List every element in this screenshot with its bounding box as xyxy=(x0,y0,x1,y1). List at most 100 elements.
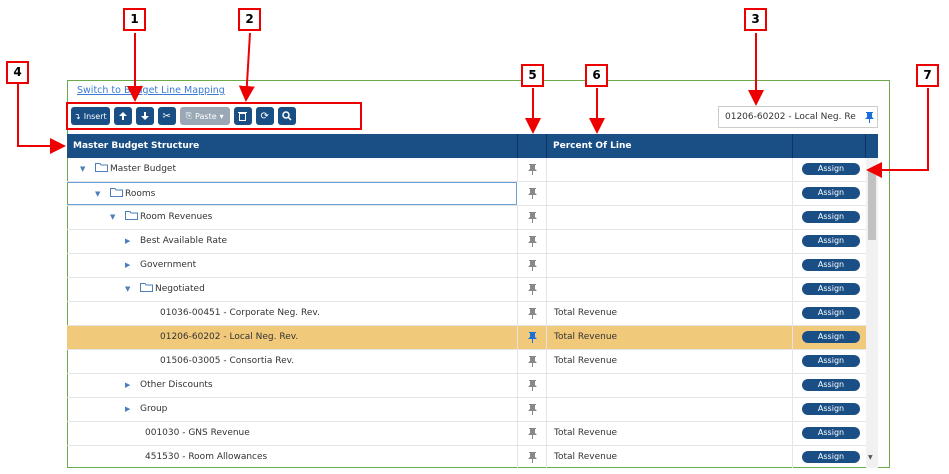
folder-icon xyxy=(125,211,138,220)
percent-cell: Total Revenue xyxy=(547,446,793,468)
tree-row: ▶ Government Assign xyxy=(67,254,866,278)
percent-cell xyxy=(547,254,793,277)
name-cell: ▶ Government xyxy=(67,254,518,277)
pin-cell xyxy=(518,206,547,229)
collapse-arrow[interactable]: ▼ xyxy=(110,213,116,221)
scroll-down[interactable]: ▼ xyxy=(868,454,873,461)
pin-icon xyxy=(527,260,537,271)
insert-button[interactable]: ↴ Insert xyxy=(71,107,110,125)
cut-button[interactable]: ✂ xyxy=(157,107,176,125)
insert-label: Insert xyxy=(83,111,107,121)
collapse-arrow[interactable]: ▼ xyxy=(95,190,101,198)
name-cell: ▶ Other Discounts xyxy=(67,374,518,397)
icon xyxy=(238,112,248,121)
paste-label: Paste xyxy=(195,111,217,121)
percent-cell xyxy=(547,182,793,205)
pin-cell xyxy=(518,446,547,468)
percent-cell xyxy=(547,398,793,421)
pin-cell xyxy=(518,326,547,349)
node-label: Other Discounts xyxy=(140,380,213,390)
assign-button[interactable]: Assign xyxy=(802,235,860,247)
node-label: Best Available Rate xyxy=(140,236,228,246)
tree-row: ▶ Group Assign xyxy=(67,398,866,422)
pin-icon xyxy=(527,212,537,223)
name-cell: ▶ Best Available Rate xyxy=(67,230,518,253)
expand-arrow[interactable]: ▶ xyxy=(125,381,131,389)
pin-cell xyxy=(518,422,547,445)
refresh-button[interactable]: ⟳ xyxy=(255,107,274,125)
paste-button[interactable]: ⎘ Paste ▾ xyxy=(179,107,230,125)
toolbar: ↴ Insert ✂ ⎘ Paste ▾ ⟳ xyxy=(66,102,362,130)
search-button[interactable] xyxy=(277,107,296,125)
move-down-button[interactable] xyxy=(135,107,154,125)
pin-cell xyxy=(518,374,547,397)
assign-button[interactable]: Assign xyxy=(802,187,860,199)
folder xyxy=(95,158,108,181)
pin-icon xyxy=(527,284,537,295)
column-header xyxy=(793,134,866,158)
node-label: 01206-60202 - Local Neg. Rev. xyxy=(160,332,299,342)
collapse-arrow[interactable]: ▼ xyxy=(125,285,131,293)
pin-icon xyxy=(527,428,537,439)
pin-cell xyxy=(518,350,547,373)
folder xyxy=(110,183,123,206)
pin-cell xyxy=(518,158,547,181)
assign-button[interactable]: Assign xyxy=(802,379,860,391)
folder xyxy=(125,206,138,229)
assign-button[interactable]: Assign xyxy=(802,403,860,415)
assign-button[interactable]: Assign xyxy=(802,355,860,367)
pin-icon xyxy=(527,404,537,415)
folder-icon xyxy=(95,163,108,172)
move-up-button[interactable] xyxy=(113,107,132,125)
tree-row: ▼ Negotiated Assign xyxy=(67,278,866,302)
assign-button[interactable]: Assign xyxy=(802,451,860,463)
collapse-arrow[interactable]: ▼ xyxy=(80,165,86,173)
pin-icon xyxy=(527,452,537,463)
assign-button[interactable]: Assign xyxy=(802,163,860,175)
assign-button[interactable]: Assign xyxy=(802,259,860,271)
expand-arrow[interactable]: ▶ xyxy=(125,237,131,245)
assign-button[interactable]: Assign xyxy=(802,427,860,439)
pin-cell xyxy=(518,254,547,277)
pin-icon xyxy=(527,308,537,319)
tree-row: ▼ Room Revenues Assign xyxy=(67,206,866,230)
assign-button[interactable]: Assign xyxy=(802,331,860,343)
node-label: 001030 - GNS Revenue xyxy=(145,428,250,438)
expand-arrow[interactable]: ▶ xyxy=(125,261,131,269)
folder-icon xyxy=(110,188,123,197)
assign-button[interactable]: Assign xyxy=(802,211,860,223)
node-label: Group xyxy=(140,404,168,414)
assign-button[interactable]: Assign xyxy=(802,307,860,319)
name-cell: ▼ Master Budget xyxy=(67,158,518,181)
callout: 5 xyxy=(521,64,544,87)
callout: 1 xyxy=(123,8,146,31)
expand-arrow[interactable]: ▶ xyxy=(125,405,131,413)
assign-button[interactable]: Assign xyxy=(802,283,860,295)
tree-row: ▼ Rooms Assign xyxy=(67,182,866,206)
folder xyxy=(140,278,153,301)
switch-link[interactable]: Switch to Budget Line Mapping xyxy=(77,85,225,96)
tree-row: 01206-60202 - Local Neg. Rev. Total Reven… xyxy=(67,326,866,350)
callout: 7 xyxy=(916,64,939,87)
tree-row: 01036-00451 - Corporate Neg. Rev. Total R… xyxy=(67,302,866,326)
pin-cell xyxy=(518,398,547,421)
tree-row: ▶ Best Available Rate Assign xyxy=(67,230,866,254)
grid-header: Master Budget Structure Percent Of Line xyxy=(67,134,878,158)
scrollbar[interactable]: ▼ xyxy=(866,158,878,468)
percent-cell: Total Revenue xyxy=(547,350,793,373)
scroll-thumb[interactable] xyxy=(868,170,876,240)
name-cell: 01036-00451 - Corporate Neg. Rev. xyxy=(67,302,518,325)
callout: 2 xyxy=(238,8,261,31)
column-header: Master Budget Structure xyxy=(67,134,518,158)
search-input[interactable]: 01206-60202 - Local Neg. Re xyxy=(718,106,878,128)
pin-cell xyxy=(518,278,547,301)
name-cell: ▶ Group xyxy=(67,398,518,421)
node-label: Master Budget xyxy=(110,164,176,174)
folder-icon xyxy=(140,283,153,292)
node-label: Rooms xyxy=(125,189,156,199)
callout: 4 xyxy=(6,61,29,84)
column-header xyxy=(518,134,547,158)
node-label: 01506-03005 - Consortia Rev. xyxy=(160,356,295,366)
delete-button[interactable] xyxy=(233,107,252,125)
